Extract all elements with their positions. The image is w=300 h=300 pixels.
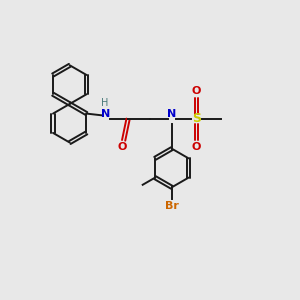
Text: O: O <box>191 86 201 96</box>
Text: O: O <box>118 142 127 152</box>
Text: N: N <box>167 110 176 119</box>
Text: S: S <box>192 112 201 125</box>
Text: N: N <box>101 110 110 119</box>
Text: O: O <box>191 142 201 152</box>
Text: H: H <box>100 98 108 109</box>
Text: Br: Br <box>165 201 179 211</box>
